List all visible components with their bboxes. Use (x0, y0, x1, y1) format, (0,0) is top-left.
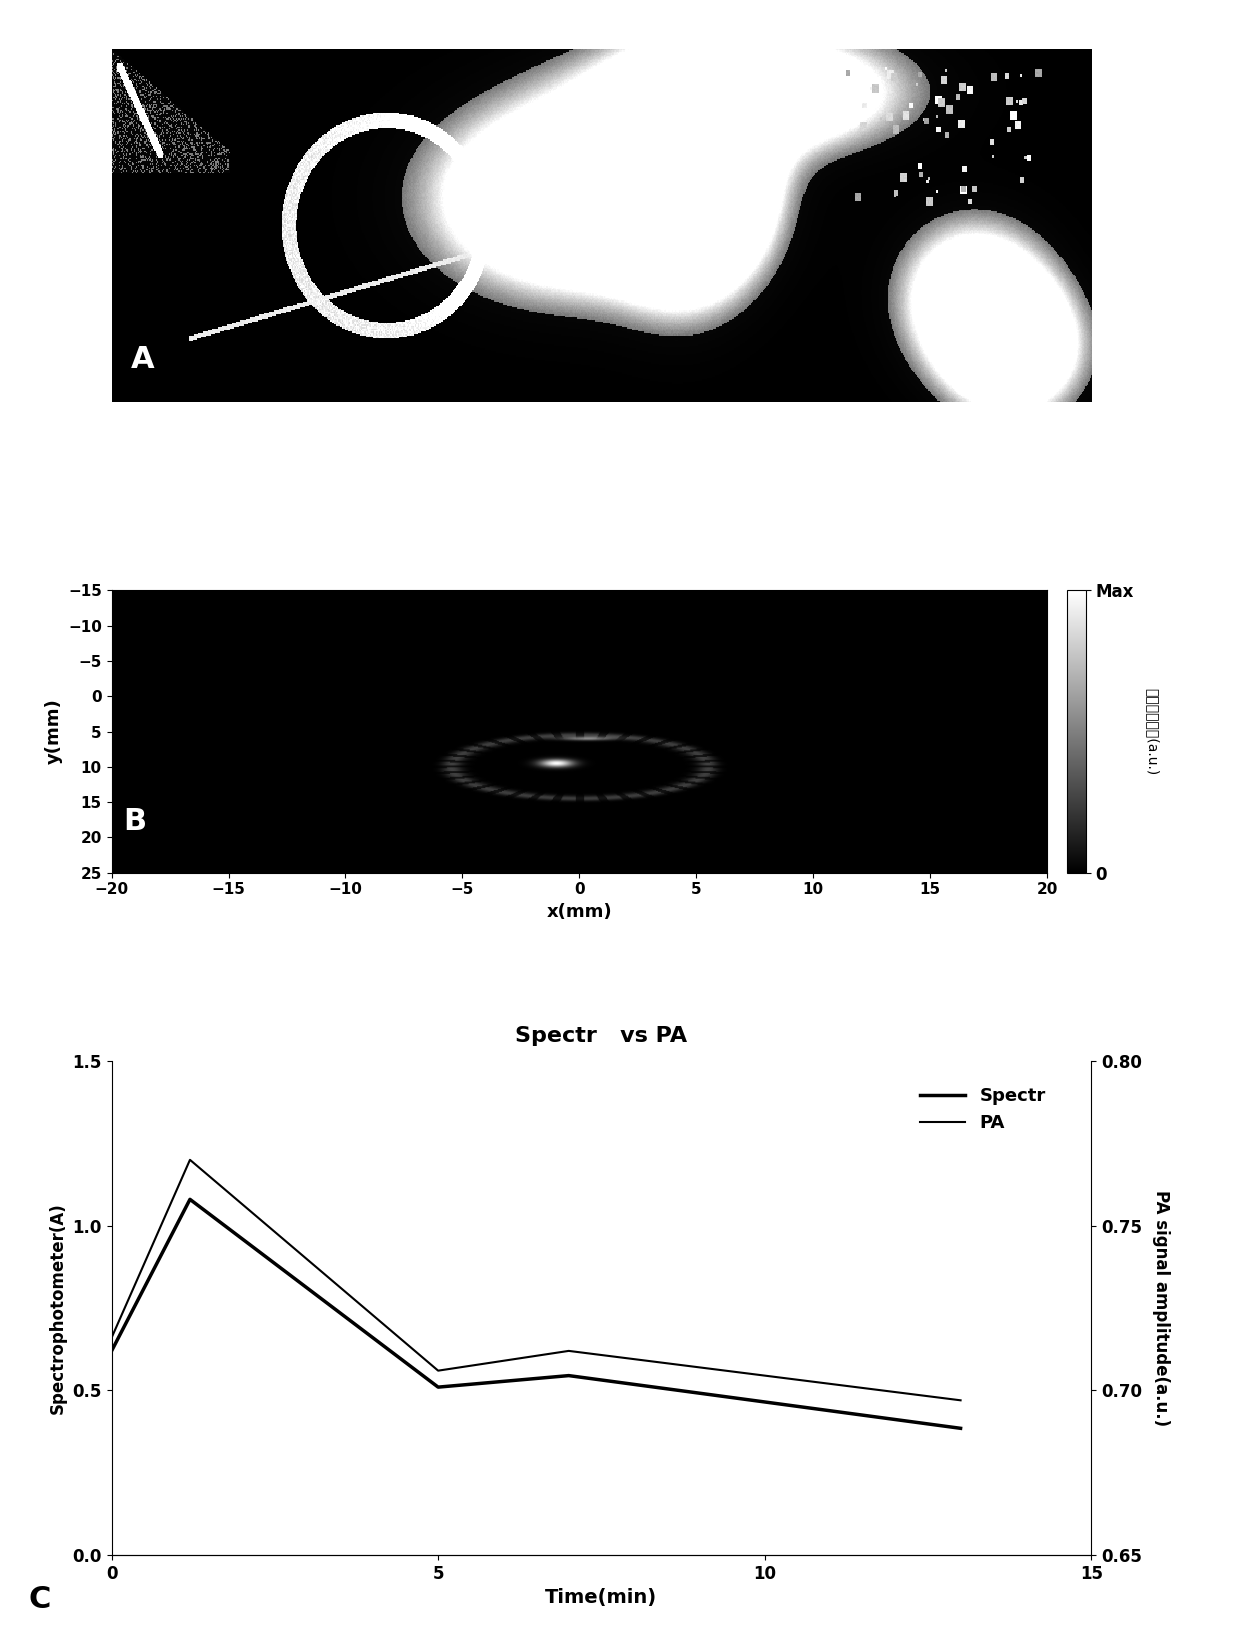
Text: C: C (29, 1586, 51, 1614)
Y-axis label: PA signal amplitude(a.u.): PA signal amplitude(a.u.) (1152, 1190, 1169, 1426)
X-axis label: x(mm): x(mm) (547, 904, 613, 922)
Y-axis label: 光声信号强度(a.u.): 光声信号强度(a.u.) (1145, 688, 1158, 776)
PA (182, 1149, 197, 1169)
Spectr (182, 1190, 197, 1210)
Y-axis label: Spectrophotometer(A): Spectrophotometer(A) (48, 1202, 67, 1414)
PA (954, 1390, 968, 1409)
PA (430, 1360, 445, 1380)
PA (562, 1341, 577, 1360)
Spectr (430, 1377, 445, 1396)
X-axis label: Time(min): Time(min) (546, 1588, 657, 1608)
Text: B: B (123, 807, 146, 837)
Line: Spectr: Spectr (112, 1200, 961, 1429)
Spectr (954, 1419, 968, 1439)
Y-axis label: y(mm): y(mm) (45, 699, 62, 764)
PA (104, 1328, 119, 1347)
Spectr (562, 1365, 577, 1385)
Spectr (104, 1341, 119, 1360)
Title: Spectr   vs PA: Spectr vs PA (516, 1025, 687, 1046)
Line: PA: PA (112, 1159, 961, 1400)
Text: A: A (131, 345, 155, 373)
Legend: Spectr, PA: Spectr, PA (913, 1080, 1053, 1139)
